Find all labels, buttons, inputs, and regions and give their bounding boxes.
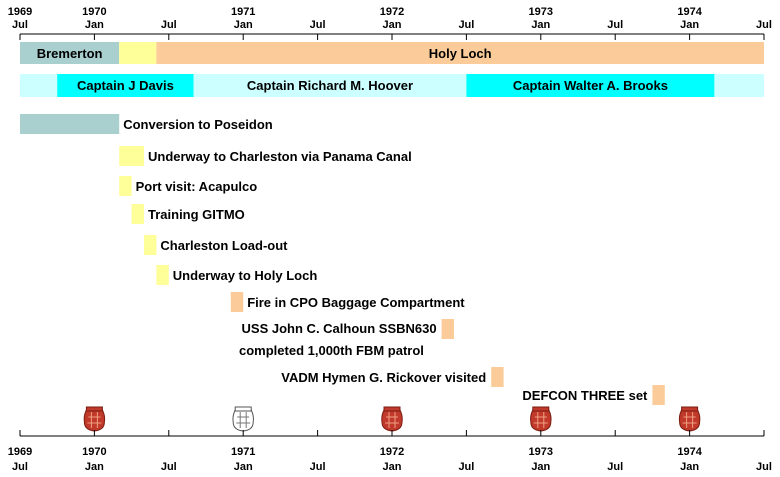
patch-detail (87, 412, 102, 428)
events-group: Conversion to Poseidon Underway to Charle… (20, 114, 665, 405)
event-bar (230, 292, 244, 312)
event-bar (119, 146, 144, 166)
patch-top (85, 406, 103, 412)
bottom-tick-month-label: Jul (161, 461, 177, 473)
event-label: Charleston Load-out (160, 238, 288, 253)
patch-body (381, 409, 403, 432)
location-segment (119, 42, 157, 64)
top-tick-month-label: Jan (85, 19, 104, 31)
top-tick-month-label: Jul (458, 19, 474, 31)
command-segment (193, 74, 467, 97)
top-tick-month-label: Jan (680, 19, 699, 31)
top-tick-month-label: Jan (531, 19, 550, 31)
patch-detail (533, 412, 548, 428)
patch-body (530, 409, 552, 432)
bottom-tick-year-label: 1974 (677, 446, 702, 458)
event-bar (652, 385, 665, 405)
bottom-tick-month-label: Jul (310, 461, 326, 473)
event-label-line2: completed 1,000th FBM patrol (239, 343, 424, 358)
event-label: Port visit: Acapulco (136, 179, 258, 194)
patch-detail (236, 412, 251, 428)
location-label: Bremerton (37, 46, 103, 61)
bottom-tick-month-label: Jan (531, 461, 550, 473)
event-label: USS John C. Calhoun SSBN630 (242, 321, 437, 336)
event-bar (20, 114, 120, 134)
top-tick-year-label: 1969 (8, 6, 32, 18)
top-tick-month-label: Jul (161, 19, 177, 31)
location-segment (20, 42, 120, 64)
command-row: Captain J Davis Captain Richard M. Hoover… (20, 74, 764, 97)
patch-top (532, 406, 550, 412)
patrol-patch-icon (83, 406, 106, 432)
top-tick-year-label: 1971 (231, 6, 255, 18)
patch-top (234, 406, 252, 412)
commander-label: Captain Walter A. Brooks (513, 78, 668, 93)
event-label: Conversion to Poseidon (123, 117, 273, 132)
event-label: Underway to Charleston via Panama Canal (148, 149, 412, 164)
event-label: VADM Hymen G. Rickover visited (281, 370, 486, 385)
bottom-tick-month-label: Jul (607, 461, 623, 473)
bottom-tick-month-label: Jul (12, 461, 28, 473)
event-label: Training GITMO (148, 207, 245, 222)
commander-label: Captain Richard M. Hoover (247, 78, 413, 93)
commander-label: Captain J Davis (77, 78, 174, 93)
patrol-patch-icon (530, 406, 552, 432)
top-tick-month-label: Jul (12, 19, 28, 31)
bottom-axis: 1969 Jul 1970 Jan Jul 1971 Jan Jul 1972 Jan Jul 197… (8, 430, 772, 473)
top-tick-year-label: 1973 (529, 6, 553, 18)
location-label: Holy Loch (429, 46, 492, 61)
bottom-tick-year-label: 1971 (231, 446, 255, 458)
top-tick-month-label: Jul (607, 19, 623, 31)
bottom-tick-month-label: Jan (234, 461, 253, 473)
command-segment (20, 74, 58, 97)
bottom-tick-month-label: Jan (680, 461, 699, 473)
location-row: Bremerton Holy Loch (20, 42, 764, 64)
event-bar (441, 319, 454, 339)
top-tick-month-label: Jul (310, 19, 326, 31)
event-bar (144, 235, 157, 255)
patch-body (678, 409, 701, 432)
top-tick-month-label: Jul (756, 19, 772, 31)
bottom-tick-year-label: 1969 (8, 446, 32, 458)
command-segment (714, 74, 764, 97)
top-tick-month-label: Jan (383, 19, 402, 31)
command-segment (466, 74, 715, 97)
bottom-tick-month-label: Jan (85, 461, 104, 473)
bottom-tick-month-label: Jul (458, 461, 474, 473)
location-segment (156, 42, 764, 64)
command-segment (57, 74, 194, 97)
top-tick-year-label: 1970 (82, 6, 106, 18)
event-bar (156, 265, 169, 285)
bottom-tick-year-label: 1970 (82, 446, 106, 458)
patch-detail (682, 412, 697, 428)
event-bar (131, 204, 144, 224)
bottom-tick-year-label: 1972 (380, 446, 404, 458)
patrol-patch-outline-icon (232, 406, 254, 432)
event-label: DEFCON THREE set (522, 388, 648, 403)
event-bar (491, 367, 504, 387)
event-label: Underway to Holy Loch (173, 268, 318, 283)
bottom-tick-month-label: Jul (756, 461, 772, 473)
patch-top (383, 406, 401, 412)
bottom-tick-year-label: 1973 (529, 446, 553, 458)
patrol-patch-icon (678, 406, 701, 432)
patch-detail (385, 412, 399, 428)
top-tick-year-label: 1972 (380, 6, 404, 18)
patch-body (232, 409, 254, 432)
markers-group (83, 406, 701, 432)
top-tick-year-label: 1974 (677, 6, 702, 18)
event-label: Fire in CPO Baggage Compartment (247, 295, 465, 310)
top-tick-month-label: Jan (234, 19, 253, 31)
patch-body (83, 409, 106, 432)
patch-top (681, 406, 699, 412)
patrol-patch-icon (381, 406, 403, 432)
event-bar (119, 176, 132, 196)
bottom-tick-month-label: Jan (383, 461, 402, 473)
